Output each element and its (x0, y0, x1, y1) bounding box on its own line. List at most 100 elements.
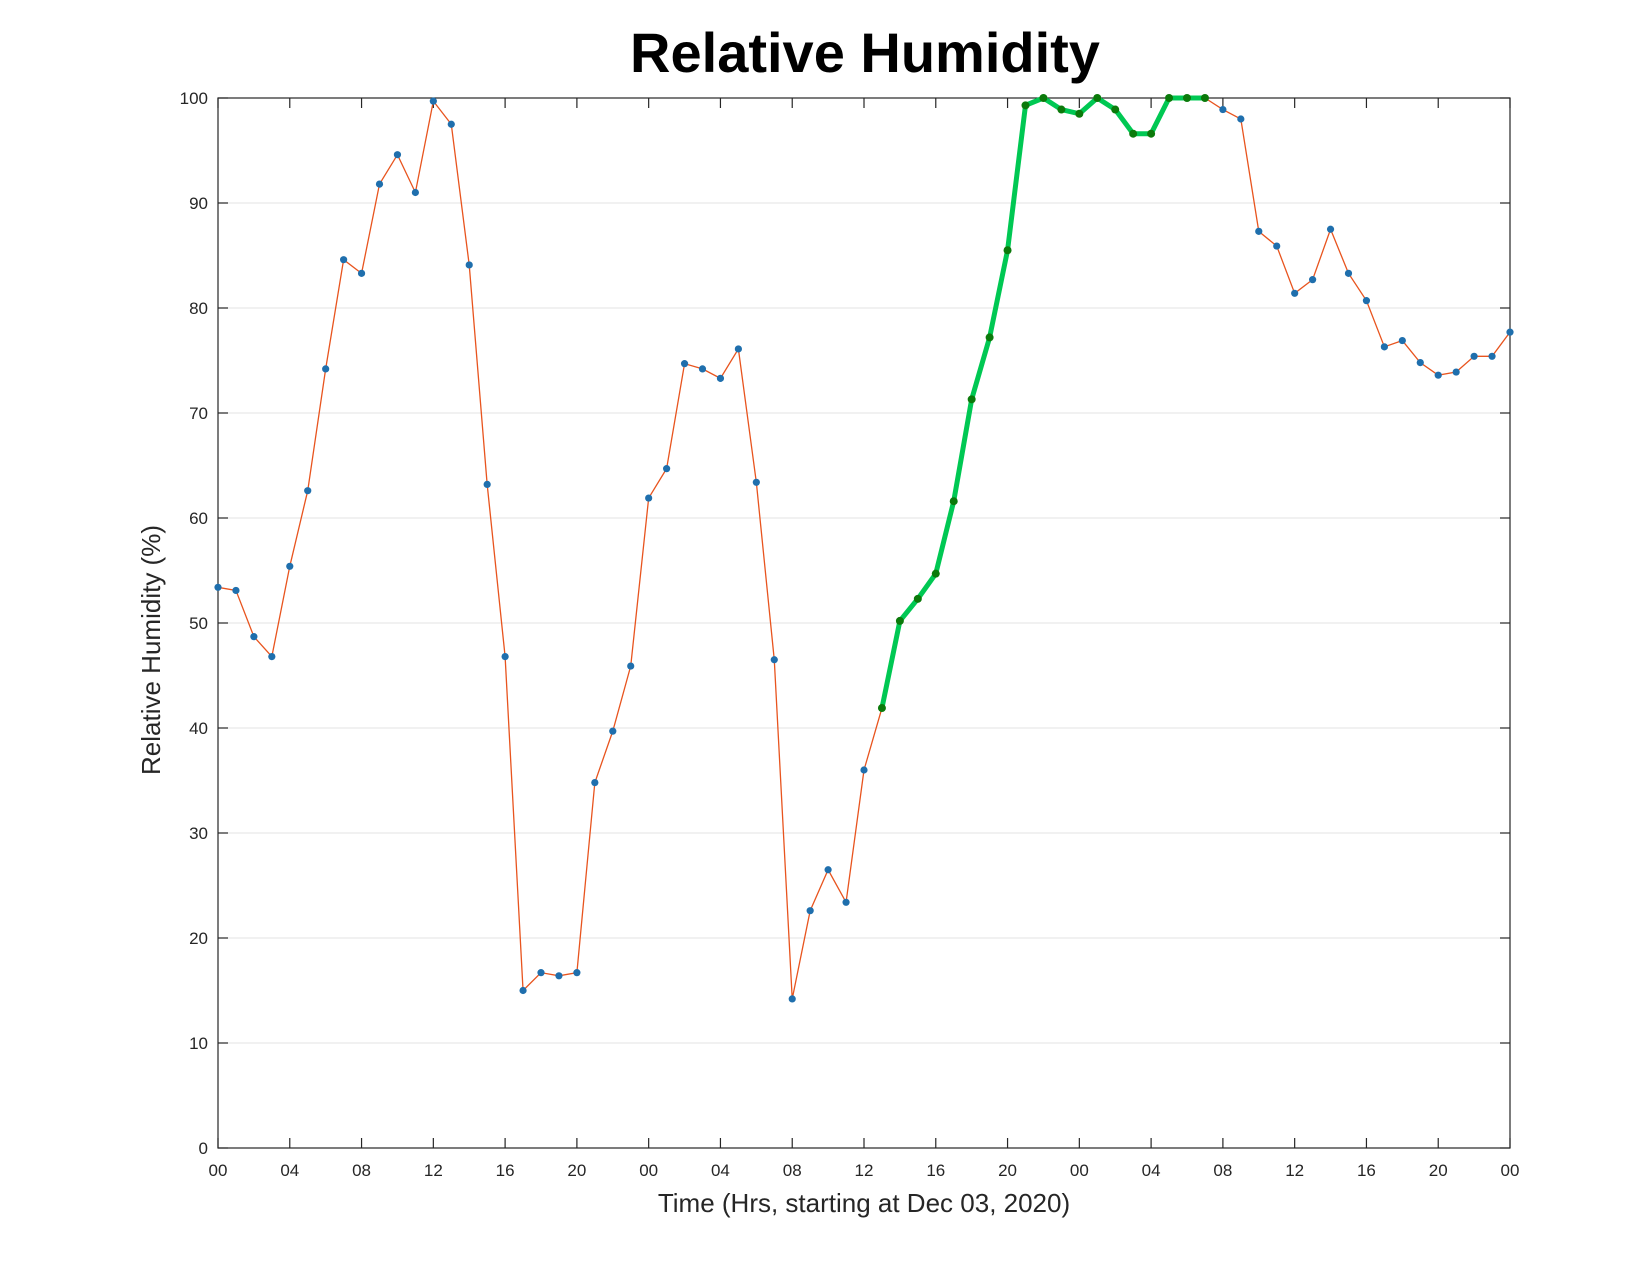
highlight-point (1147, 129, 1156, 138)
y-tick-label: 80 (189, 299, 208, 318)
data-points (214, 94, 1514, 1003)
x-tick-label: 00 (1501, 1161, 1520, 1180)
data-point (250, 633, 258, 641)
x-tick-label: 04 (280, 1161, 299, 1180)
data-point (1398, 336, 1406, 345)
x-tick-label: 16 (1357, 1161, 1376, 1180)
x-tick-label: 20 (567, 1161, 586, 1180)
data-point (1506, 328, 1514, 336)
data-point (752, 478, 760, 486)
y-tick-label: 100 (180, 89, 208, 108)
highlight-point (967, 395, 976, 404)
x-tick-label: 04 (711, 1161, 730, 1180)
data-point (1344, 269, 1353, 277)
y-axis-label: Relative Humidity (%) (136, 525, 166, 775)
y-tick-label: 50 (189, 614, 208, 633)
data-point (663, 465, 671, 473)
data-point (232, 586, 240, 595)
data-point (1416, 359, 1424, 367)
x-tick-label: 16 (926, 1161, 945, 1180)
data-point (1237, 115, 1245, 123)
data-point (519, 986, 527, 995)
data-point (501, 653, 509, 661)
x-tick-label: 00 (209, 1161, 228, 1180)
data-point (1291, 289, 1299, 297)
data-point (1380, 343, 1388, 351)
data-point (788, 995, 796, 1003)
data-point (806, 907, 814, 915)
data-point (716, 374, 725, 382)
highlight-point (1039, 94, 1048, 102)
data-point (734, 345, 742, 353)
x-tick-label: 00 (639, 1161, 658, 1180)
highlight-point (949, 497, 958, 506)
data-point (1309, 276, 1317, 284)
x-tick-label: 08 (352, 1161, 371, 1180)
data-point (698, 365, 707, 373)
highlight-point (913, 594, 922, 603)
highlight-point (1200, 94, 1209, 102)
highlight-point (1183, 94, 1191, 102)
data-point (1362, 297, 1371, 305)
highlight-point (1129, 129, 1138, 138)
data-point (1273, 242, 1281, 250)
y-tick-label: 70 (189, 404, 208, 423)
data-point (573, 969, 581, 977)
data-point (1326, 225, 1335, 233)
x-tick-label: 12 (855, 1161, 874, 1180)
highlight-point (1165, 94, 1174, 102)
data-point (322, 365, 330, 373)
data-point (1255, 227, 1263, 235)
highlight-point (895, 616, 904, 625)
data-point (860, 766, 868, 774)
data-point (770, 656, 778, 664)
data-point (1452, 368, 1460, 376)
data-point (824, 866, 832, 874)
data-point (393, 151, 402, 159)
highlight-point (1111, 105, 1120, 114)
data-point (1434, 371, 1442, 379)
highlight-point (877, 704, 886, 713)
data-point (609, 727, 617, 735)
x-tick-label: 04 (1142, 1161, 1161, 1180)
highlight-point (1003, 246, 1012, 255)
y-tick-label: 90 (189, 194, 208, 213)
data-point (680, 360, 689, 368)
data-point (645, 494, 653, 502)
x-tick-label: 12 (1285, 1161, 1304, 1180)
data-point (304, 487, 312, 495)
y-axis-ticks: 0 10 20 30 40 50 60 70 80 90 100 (180, 89, 1510, 1158)
y-tick-label: 30 (189, 824, 208, 843)
gridlines (218, 202, 1510, 1044)
data-point (842, 898, 850, 906)
highlight-point (1075, 109, 1084, 118)
data-point (268, 653, 276, 661)
data-point (340, 256, 348, 264)
x-tick-label: 08 (783, 1161, 802, 1180)
data-point (555, 972, 563, 980)
data-point (537, 969, 545, 977)
data-point (483, 480, 491, 488)
x-tick-label: 12 (424, 1161, 443, 1180)
x-tick-label: 20 (998, 1161, 1017, 1180)
data-point (1488, 352, 1496, 360)
y-tick-label: 10 (189, 1034, 208, 1053)
data-point (591, 779, 599, 787)
data-point (1219, 105, 1227, 114)
data-point (1470, 352, 1478, 360)
highlight-point (931, 569, 940, 578)
x-tick-label: 20 (1429, 1161, 1448, 1180)
x-tick-label: 16 (496, 1161, 515, 1180)
data-point (447, 120, 455, 128)
data-point (429, 97, 437, 105)
highlight-point (1093, 94, 1102, 102)
series-polyline (217, 97, 1511, 1000)
data-point (627, 662, 635, 670)
series-line (217, 97, 1511, 1000)
highlight-polyline (879, 95, 1208, 711)
y-tick-label: 0 (199, 1139, 208, 1158)
data-point (286, 562, 294, 570)
highlight-point (985, 333, 994, 342)
data-point (357, 269, 366, 277)
